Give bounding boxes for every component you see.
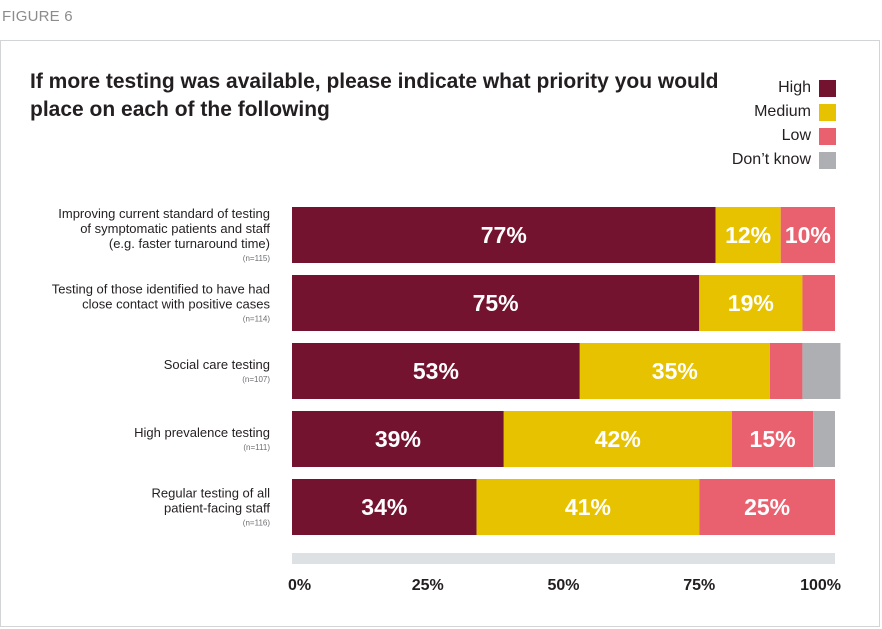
legend-swatch-low: [819, 127, 836, 145]
legend-label-medium: Medium: [754, 103, 811, 120]
bar-value-label: 25%: [744, 494, 790, 520]
bar-segment-medium: [503, 411, 732, 467]
category-label: of symptomatic patients and staff: [80, 221, 270, 236]
bar-value-label: 41%: [565, 494, 611, 520]
x-tick-label: 0%: [288, 577, 311, 594]
legend-label-high: High: [778, 79, 811, 96]
bar-value-label: 42%: [595, 426, 641, 452]
bar-value-label: 12%: [725, 222, 771, 248]
figure-label: FIGURE 6: [2, 8, 73, 25]
legend-item-high: High: [732, 76, 836, 100]
category-sample-size: (n=107): [242, 375, 270, 384]
figure-panel: [0, 40, 880, 627]
category-label: patient-facing staff: [164, 501, 270, 516]
bar-segment-low: [769, 343, 803, 399]
category-sample-size: (n=114): [243, 315, 271, 324]
x-tick-label: 100%: [800, 577, 841, 594]
legend-item-low: Low: [732, 124, 836, 148]
x-axis-band: [292, 553, 835, 564]
category-sample-size: (n=115): [243, 254, 271, 263]
category-sample-size: (n=111): [243, 443, 270, 452]
bar-segment-medium: [476, 479, 700, 535]
bar-value-label: 39%: [375, 426, 421, 452]
bar-segment-high: [292, 275, 700, 331]
bar-value-label: 19%: [728, 290, 774, 316]
bar-segment-high: [292, 343, 580, 399]
legend-item-dont-know: Don’t know: [732, 148, 836, 172]
bar-value-label: 34%: [361, 494, 407, 520]
legend-swatch-dont-know: [819, 151, 836, 169]
x-tick-label: 50%: [547, 577, 579, 594]
legend-label-dont-know: Don’t know: [731, 151, 811, 168]
bar-value-label: 75%: [473, 290, 519, 316]
category-label: close contact with positive cases: [82, 297, 270, 312]
category-label: Testing of those identified to have had: [52, 282, 270, 297]
bar-value-label: 15%: [750, 426, 796, 452]
legend-label-low: Low: [781, 127, 811, 144]
bar-segment-medium: [699, 275, 803, 331]
legend-item-medium: Medium: [732, 100, 836, 124]
category-label: Improving current standard of testing: [58, 206, 270, 221]
category-sample-size: (n=116): [243, 519, 271, 528]
bar-value-label: 10%: [785, 222, 831, 248]
bar-segment-medium: [579, 343, 770, 399]
category-label: Regular testing of all: [151, 486, 270, 501]
bar-segment-dont-know: [802, 343, 841, 399]
category-label: Social care testing: [164, 357, 270, 372]
bar-value-label: 53%: [413, 358, 459, 384]
bar-segment-high: [292, 479, 477, 535]
bar-segment-low: [699, 479, 835, 535]
bar-segment-medium: [715, 207, 781, 263]
bar-value-label: 35%: [652, 358, 698, 384]
chart-title: If more testing was available, please in…: [30, 70, 719, 121]
category-label: (e.g. faster turnaround time): [109, 236, 270, 251]
legend-swatch-medium: [819, 103, 836, 121]
bar-segment-high: [292, 207, 716, 263]
category-label: High prevalence testing: [134, 425, 270, 440]
chart-legend: High Medium Low Don’t know: [732, 76, 836, 172]
bar-segment-dont-know: [813, 411, 835, 467]
bar-value-label: 77%: [481, 222, 527, 248]
x-tick-label: 25%: [412, 577, 444, 594]
bar-segment-low: [802, 275, 835, 331]
bar-segment-high: [292, 411, 504, 467]
bar-segment-low: [780, 207, 835, 263]
bar-segment-low: [731, 411, 814, 467]
x-tick-label: 75%: [683, 577, 715, 594]
legend-swatch-high: [819, 79, 836, 97]
